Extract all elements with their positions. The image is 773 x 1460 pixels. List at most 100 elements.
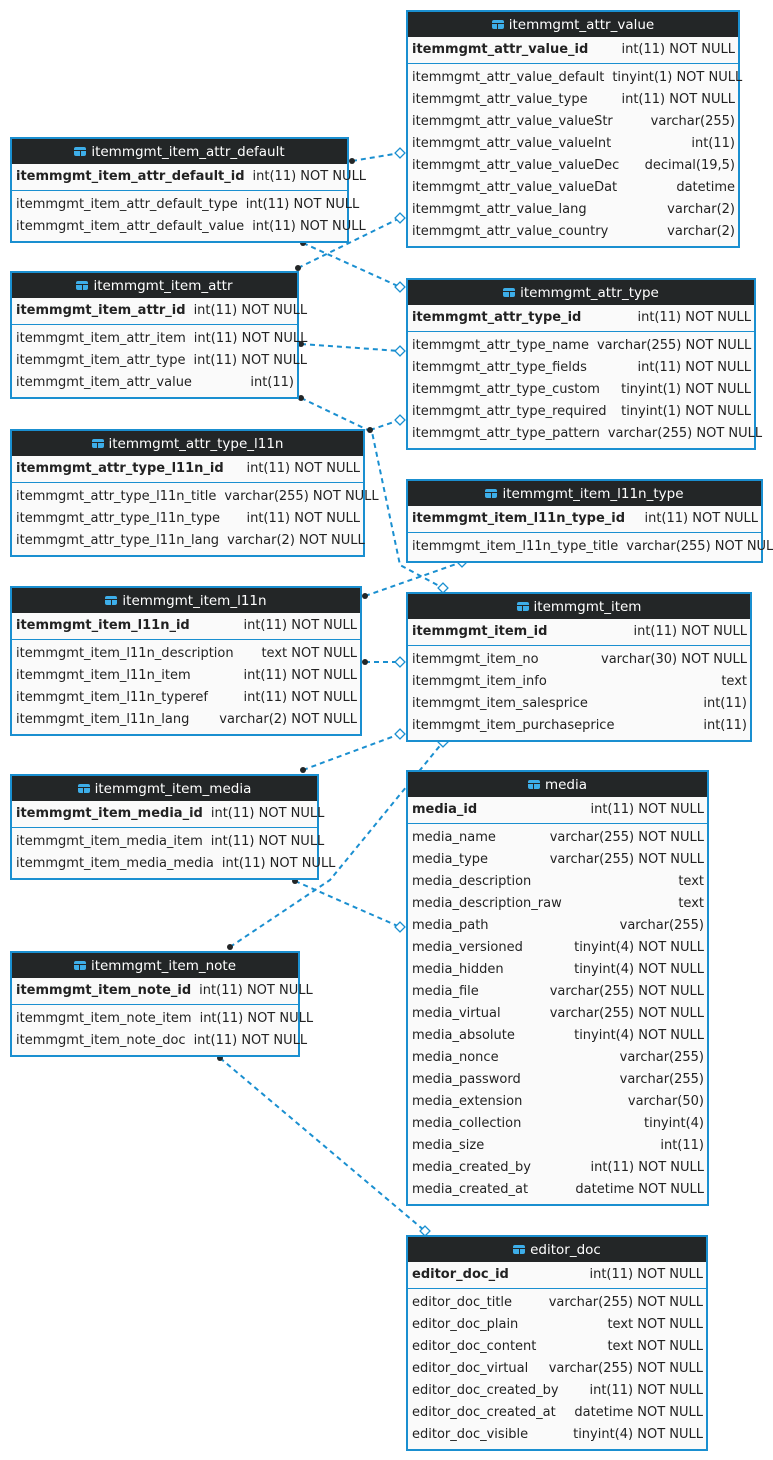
- column-row[interactable]: editor_doc_virtual varchar(255) NOT NULL: [408, 1358, 706, 1380]
- primary-key-row[interactable]: itemmgmt_item_attr_default_id int(11) NOT…: [12, 164, 366, 191]
- column-row[interactable]: media_description text: [408, 871, 707, 893]
- primary-key-row[interactable]: itemmgmt_attr_type_id int(11) NOT NULL: [408, 305, 754, 332]
- column-row[interactable]: itemmgmt_item_note_doc int(11) NOT NULL: [12, 1030, 307, 1052]
- table-itemmgmt-item-l11n-type[interactable]: itemmgmt_item_l11n_type itemmgmt_item_l11…: [406, 479, 773, 563]
- column-row[interactable]: media_hidden tinyint(4) NOT NULL: [408, 959, 707, 981]
- table-header[interactable]: itemmgmt_item_attr_default: [12, 139, 347, 164]
- column-row[interactable]: media_extension varchar(50): [408, 1091, 707, 1113]
- table-media[interactable]: media media_id int(11) NOT NULL media_name v…: [406, 770, 709, 1206]
- primary-key-row[interactable]: itemmgmt_attr_type_l11n_id int(11) NOT NU…: [12, 456, 363, 483]
- table-itemmgmt-item-attr[interactable]: itemmgmt_item_attr itemmgmt_item_attr_id i…: [10, 271, 307, 399]
- table-itemmgmt-attr-value[interactable]: itemmgmt_attr_value itemmgmt_attr_value_i…: [406, 10, 742, 248]
- column-row[interactable]: editor_doc_created_by int(11) NOT NULL: [408, 1380, 706, 1402]
- column-row[interactable]: editor_doc_title varchar(255) NOT NULL: [408, 1292, 706, 1314]
- column-row[interactable]: itemmgmt_item_media_item int(11) NOT NULL: [12, 831, 324, 853]
- column-row[interactable]: media_type varchar(255) NOT NULL: [408, 849, 707, 871]
- column-row[interactable]: editor_doc_content text NOT NULL: [408, 1336, 706, 1358]
- column-row[interactable]: itemmgmt_attr_type_l11n_lang varchar(2) N…: [12, 530, 365, 552]
- column-row[interactable]: media_name varchar(255) NOT NULL: [408, 827, 707, 849]
- table-itemmgmt-item-l11n[interactable]: itemmgmt_item_l11n itemmgmt_item_l11n_id i…: [10, 586, 362, 736]
- column-row[interactable]: itemmgmt_item_l11n_item int(11) NOT NULL: [12, 665, 360, 687]
- column-row[interactable]: itemmgmt_item_note_item int(11) NOT NULL: [12, 1008, 313, 1030]
- table-header[interactable]: itemmgmt_item_l11n: [12, 588, 360, 613]
- column-row[interactable]: itemmgmt_attr_type_l11n_type int(11) NOT …: [12, 508, 363, 530]
- column-row[interactable]: media_nonce varchar(255): [408, 1047, 707, 1069]
- column-row[interactable]: editor_doc_plain text NOT NULL: [408, 1314, 706, 1336]
- column-row[interactable]: itemmgmt_item_l11n_typeref int(11) NOT NU…: [12, 687, 360, 709]
- column-row[interactable]: itemmgmt_item_attr_type int(11) NOT NULL: [12, 350, 307, 372]
- column-row[interactable]: itemmgmt_attr_value_default tinyint(1) NO…: [408, 67, 742, 89]
- table-header[interactable]: itemmgmt_item_attr: [12, 273, 297, 298]
- table-editor-doc[interactable]: editor_doc editor_doc_id int(11) NOT NULL e…: [406, 1235, 708, 1451]
- column-type: tinyint(1) NOT NULL: [621, 404, 751, 419]
- column-row[interactable]: itemmgmt_item_info text: [408, 671, 750, 693]
- column-row[interactable]: itemmgmt_item_attr_default_type int(11) N…: [12, 194, 359, 216]
- column-row[interactable]: itemmgmt_item_attr_value int(11): [12, 372, 297, 394]
- column-row[interactable]: media_description_raw text: [408, 893, 707, 915]
- table-header[interactable]: editor_doc: [408, 1237, 706, 1262]
- column-row[interactable]: itemmgmt_attr_type_l11n_title varchar(255…: [12, 486, 379, 508]
- table-header[interactable]: itemmgmt_item_note: [12, 953, 298, 978]
- column-row[interactable]: itemmgmt_attr_value_valueDat datetime: [408, 177, 738, 199]
- primary-key-row[interactable]: itemmgmt_item_id int(11) NOT NULL: [408, 619, 750, 646]
- column-row[interactable]: itemmgmt_attr_value_country varchar(2): [408, 221, 738, 243]
- table-header[interactable]: itemmgmt_item_media: [12, 776, 317, 801]
- column-row[interactable]: itemmgmt_attr_type_name varchar(255) NOT …: [408, 335, 754, 357]
- primary-key-row[interactable]: itemmgmt_item_media_id int(11) NOT NULL: [12, 801, 324, 828]
- column-row[interactable]: itemmgmt_item_purchaseprice int(11): [408, 715, 750, 737]
- column-row[interactable]: itemmgmt_item_attr_default_value int(11) …: [12, 216, 366, 238]
- table-columns: itemmgmt_item_id int(11) NOT NULL itemmgmt…: [408, 619, 750, 740]
- table-itemmgmt-item[interactable]: itemmgmt_item itemmgmt_item_id int(11) NOT…: [406, 592, 752, 742]
- table-header[interactable]: media: [408, 772, 707, 797]
- column-row[interactable]: editor_doc_created_at datetime NOT NULL: [408, 1402, 706, 1424]
- column-row[interactable]: itemmgmt_attr_type_fields int(11) NOT NUL…: [408, 357, 754, 379]
- table-name: editor_doc: [530, 1241, 601, 1258]
- column-row[interactable]: media_virtual varchar(255) NOT NULL: [408, 1003, 707, 1025]
- column-row[interactable]: media_collection tinyint(4): [408, 1113, 707, 1135]
- column-row[interactable]: media_versioned tinyint(4) NOT NULL: [408, 937, 707, 959]
- table-itemmgmt-attr-type-l11n[interactable]: itemmgmt_attr_type_l11n itemmgmt_attr_typ…: [10, 429, 379, 557]
- column-row[interactable]: itemmgmt_attr_type_required tinyint(1) NO…: [408, 401, 754, 423]
- column-row[interactable]: itemmgmt_item_media_media int(11) NOT NUL…: [12, 853, 335, 875]
- table-itemmgmt-attr-type[interactable]: itemmgmt_attr_type itemmgmt_attr_type_id i…: [406, 278, 762, 450]
- column-row[interactable]: itemmgmt_attr_value_valueStr varchar(255): [408, 111, 738, 133]
- column-row[interactable]: media_size int(11): [408, 1135, 707, 1157]
- table-itemmgmt-item-note[interactable]: itemmgmt_item_note itemmgmt_item_note_id i…: [10, 951, 313, 1057]
- primary-key-row[interactable]: itemmgmt_item_l11n_type_id int(11) NOT NU…: [408, 506, 761, 533]
- table-header[interactable]: itemmgmt_attr_value: [408, 12, 738, 37]
- column-row[interactable]: itemmgmt_item_attr_item int(11) NOT NULL: [12, 328, 307, 350]
- column-row[interactable]: editor_doc_visible tinyint(4) NOT NULL: [408, 1424, 706, 1446]
- column-row[interactable]: media_password varchar(255): [408, 1069, 707, 1091]
- column-row[interactable]: media_path varchar(255): [408, 915, 707, 937]
- column-row[interactable]: media_absolute tinyint(4) NOT NULL: [408, 1025, 707, 1047]
- table-itemmgmt-item-media[interactable]: itemmgmt_item_media itemmgmt_item_media_i…: [10, 774, 335, 880]
- primary-key-row[interactable]: itemmgmt_item_note_id int(11) NOT NULL: [12, 978, 313, 1005]
- primary-key-row[interactable]: itemmgmt_attr_value_id int(11) NOT NULL: [408, 37, 738, 64]
- column-type: int(11) NOT NULL: [637, 310, 751, 325]
- table-header[interactable]: itemmgmt_item: [408, 594, 750, 619]
- column-name: itemmgmt_attr_type_l11n_lang: [16, 533, 220, 548]
- primary-key-row[interactable]: itemmgmt_item_l11n_id int(11) NOT NULL: [12, 613, 360, 640]
- column-row[interactable]: itemmgmt_item_no varchar(30) NOT NULL: [408, 649, 750, 671]
- table-header[interactable]: itemmgmt_attr_type: [408, 280, 754, 305]
- primary-key-row[interactable]: editor_doc_id int(11) NOT NULL: [408, 1262, 706, 1289]
- table-header[interactable]: itemmgmt_item_l11n_type: [408, 481, 761, 506]
- column-row[interactable]: itemmgmt_attr_type_pattern varchar(255) N…: [408, 423, 762, 445]
- column-row[interactable]: media_file varchar(255) NOT NULL: [408, 981, 707, 1003]
- primary-key-row[interactable]: itemmgmt_item_attr_id int(11) NOT NULL: [12, 298, 307, 325]
- column-name: itemmgmt_item_l11n_type_id: [412, 511, 626, 526]
- column-row[interactable]: itemmgmt_item_salesprice int(11): [408, 693, 750, 715]
- column-row[interactable]: itemmgmt_attr_type_custom tinyint(1) NOT …: [408, 379, 754, 401]
- column-row[interactable]: itemmgmt_attr_value_lang varchar(2): [408, 199, 738, 221]
- primary-key-row[interactable]: media_id int(11) NOT NULL: [408, 797, 707, 824]
- column-row[interactable]: itemmgmt_attr_value_type int(11) NOT NULL: [408, 89, 738, 111]
- column-row[interactable]: itemmgmt_attr_value_valueInt int(11): [408, 133, 738, 155]
- table-header[interactable]: itemmgmt_attr_type_l11n: [12, 431, 363, 456]
- column-row[interactable]: itemmgmt_item_l11n_type_title varchar(255…: [408, 536, 773, 558]
- column-row[interactable]: media_created_by int(11) NOT NULL: [408, 1157, 707, 1179]
- column-row[interactable]: media_created_at datetime NOT NULL: [408, 1179, 707, 1201]
- column-row[interactable]: itemmgmt_item_l11n_lang varchar(2) NOT NU…: [12, 709, 360, 731]
- column-row[interactable]: itemmgmt_attr_value_valueDec decimal(19,5…: [408, 155, 738, 177]
- column-row[interactable]: itemmgmt_item_l11n_description text NOT N…: [12, 643, 360, 665]
- table-itemmgmt-item-attr-default[interactable]: itemmgmt_item_attr_default itemmgmt_item_…: [10, 137, 366, 243]
